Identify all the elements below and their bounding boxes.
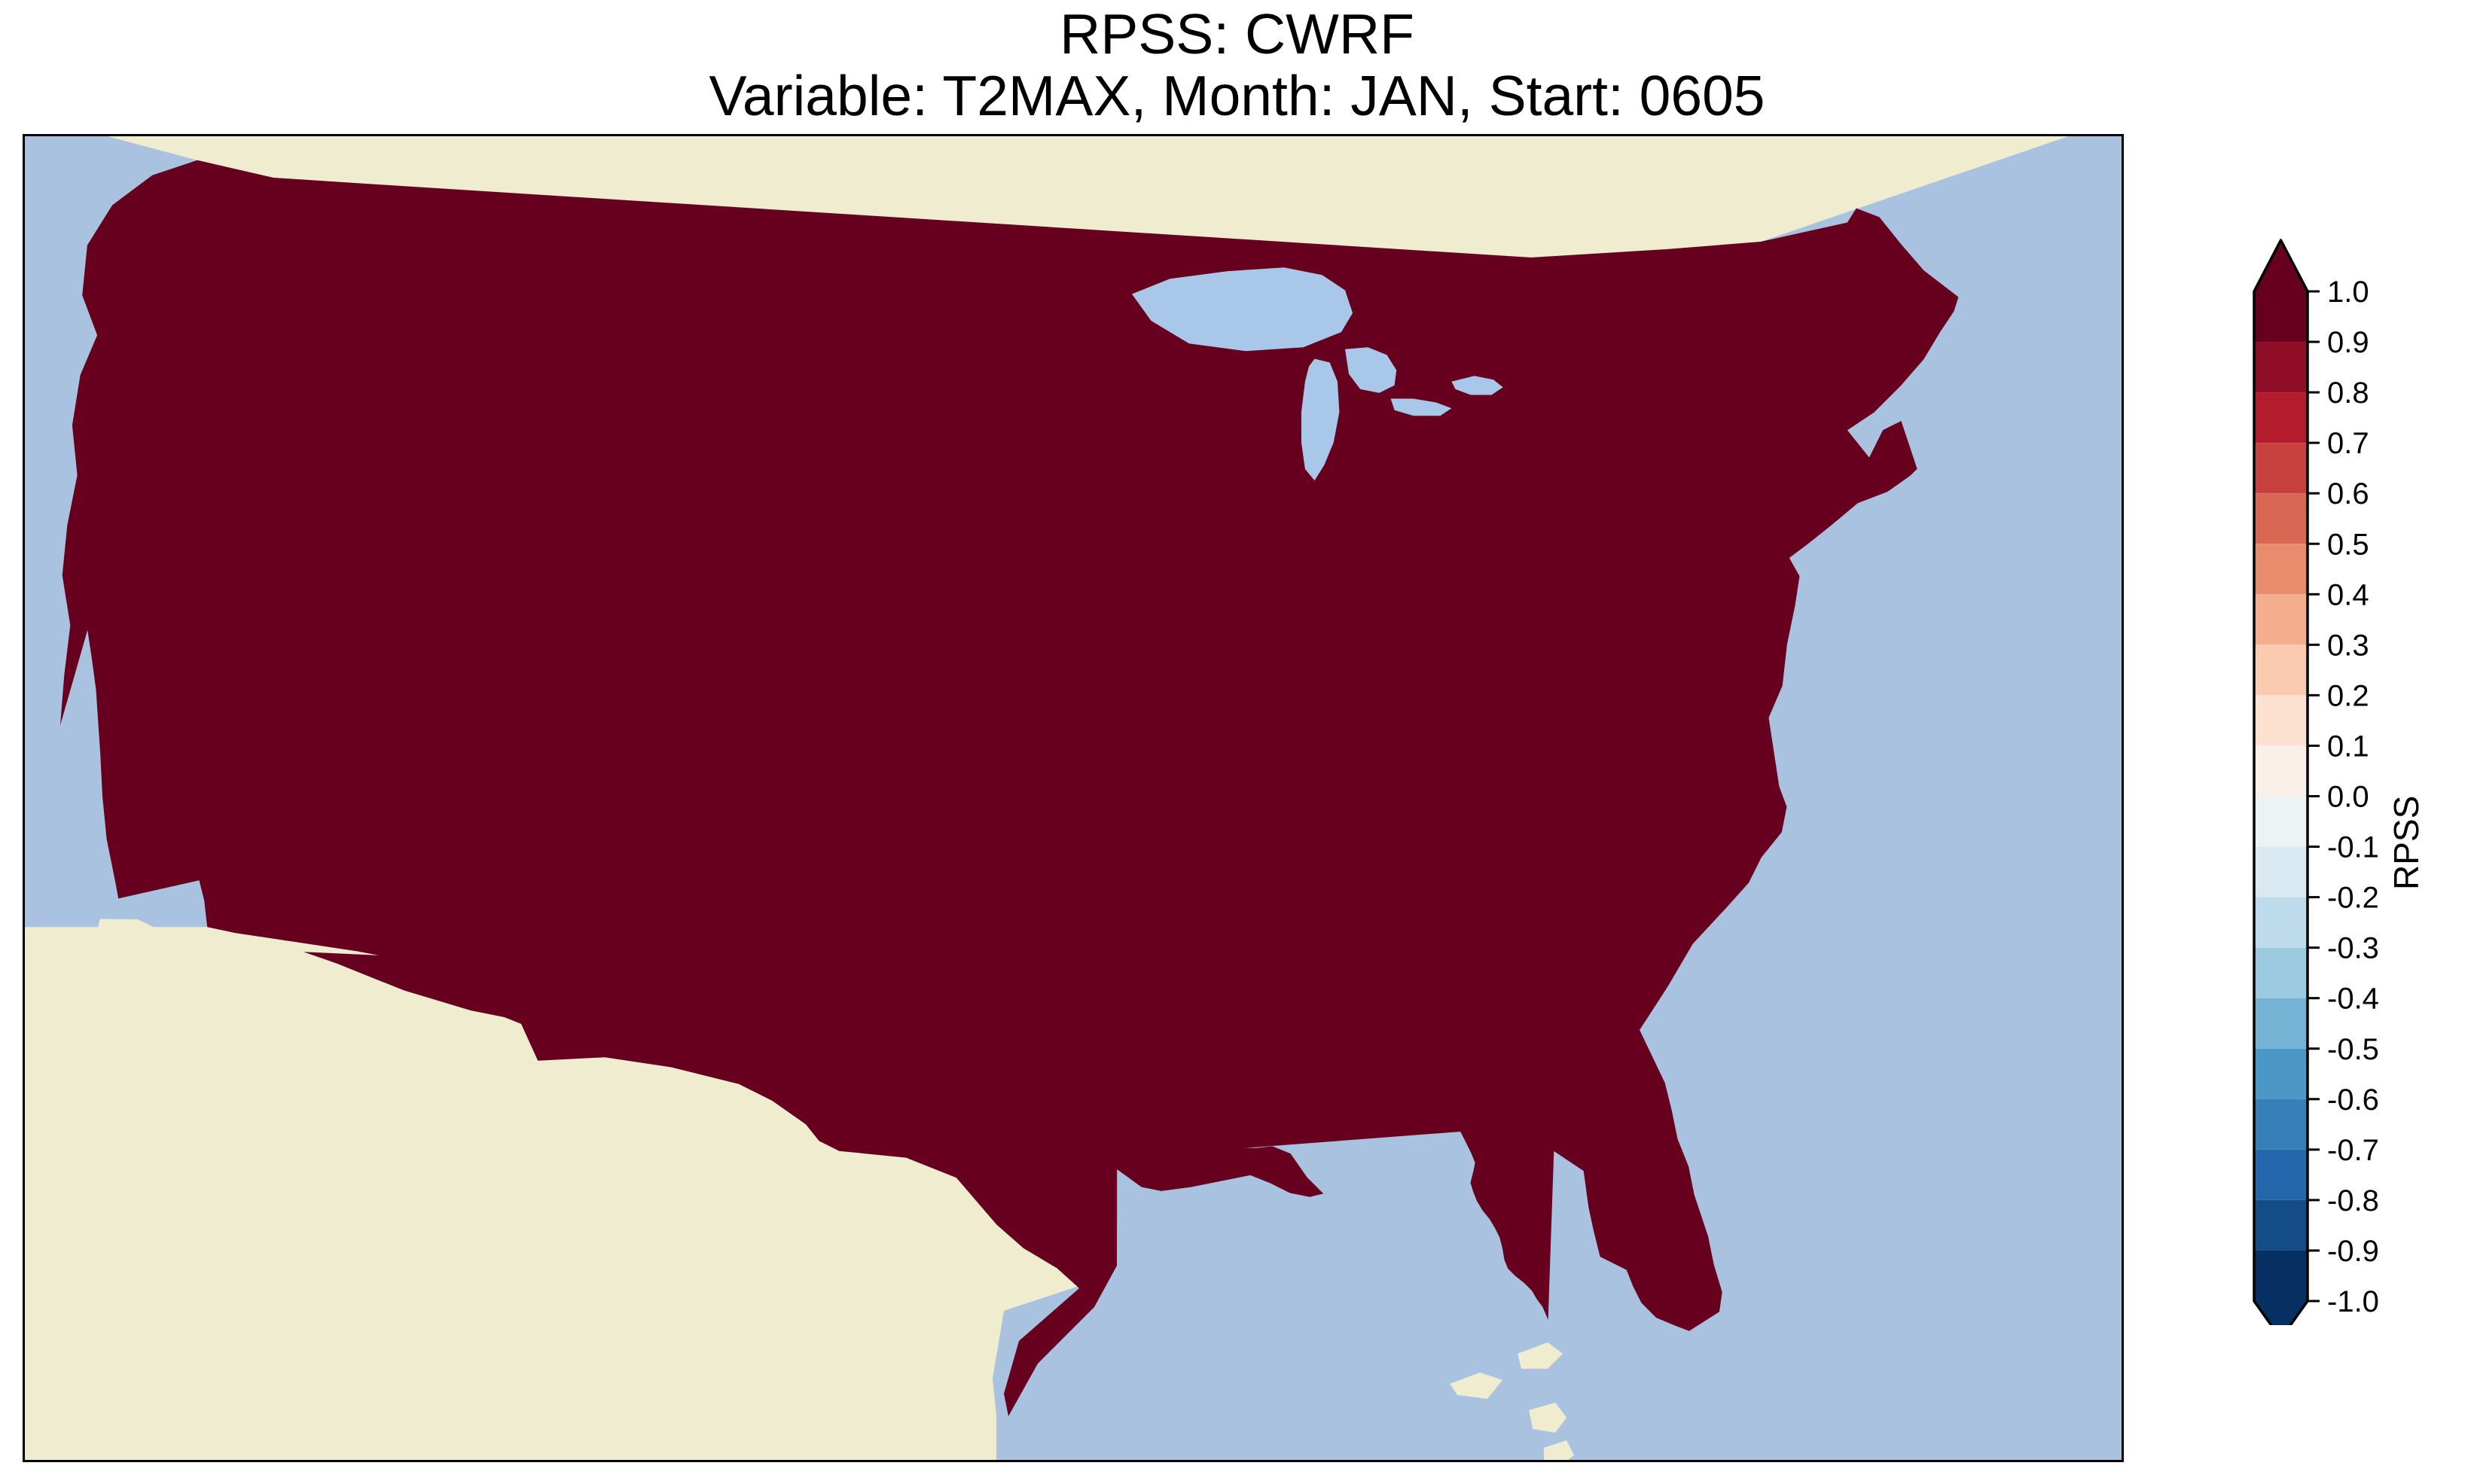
svg-text:-0.7: -0.7 [2327, 1134, 2379, 1167]
svg-text:1.0: 1.0 [2327, 276, 2369, 309]
svg-text:0.8: 0.8 [2327, 376, 2369, 410]
svg-text:0.4: 0.4 [2327, 578, 2369, 611]
svg-text:-0.2: -0.2 [2327, 882, 2379, 915]
svg-text:-0.8: -0.8 [2327, 1184, 2379, 1217]
svg-text:0.0: 0.0 [2327, 781, 2369, 814]
svg-text:-0.5: -0.5 [2327, 1033, 2379, 1066]
svg-text:0.1: 0.1 [2327, 730, 2369, 763]
svg-text:-0.1: -0.1 [2327, 831, 2379, 864]
svg-text:0.7: 0.7 [2327, 427, 2369, 460]
svg-text:0.6: 0.6 [2327, 477, 2369, 510]
svg-text:-0.6: -0.6 [2327, 1083, 2379, 1117]
svg-text:0.3: 0.3 [2327, 629, 2369, 662]
svg-text:-0.4: -0.4 [2327, 983, 2379, 1016]
svg-text:-0.9: -0.9 [2327, 1235, 2379, 1268]
svg-text:0.5: 0.5 [2327, 528, 2369, 561]
svg-text:-0.3: -0.3 [2327, 932, 2379, 965]
svg-text:0.9: 0.9 [2327, 326, 2369, 359]
svg-text:0.2: 0.2 [2327, 679, 2369, 712]
svg-text:-1.0: -1.0 [2327, 1285, 2379, 1318]
